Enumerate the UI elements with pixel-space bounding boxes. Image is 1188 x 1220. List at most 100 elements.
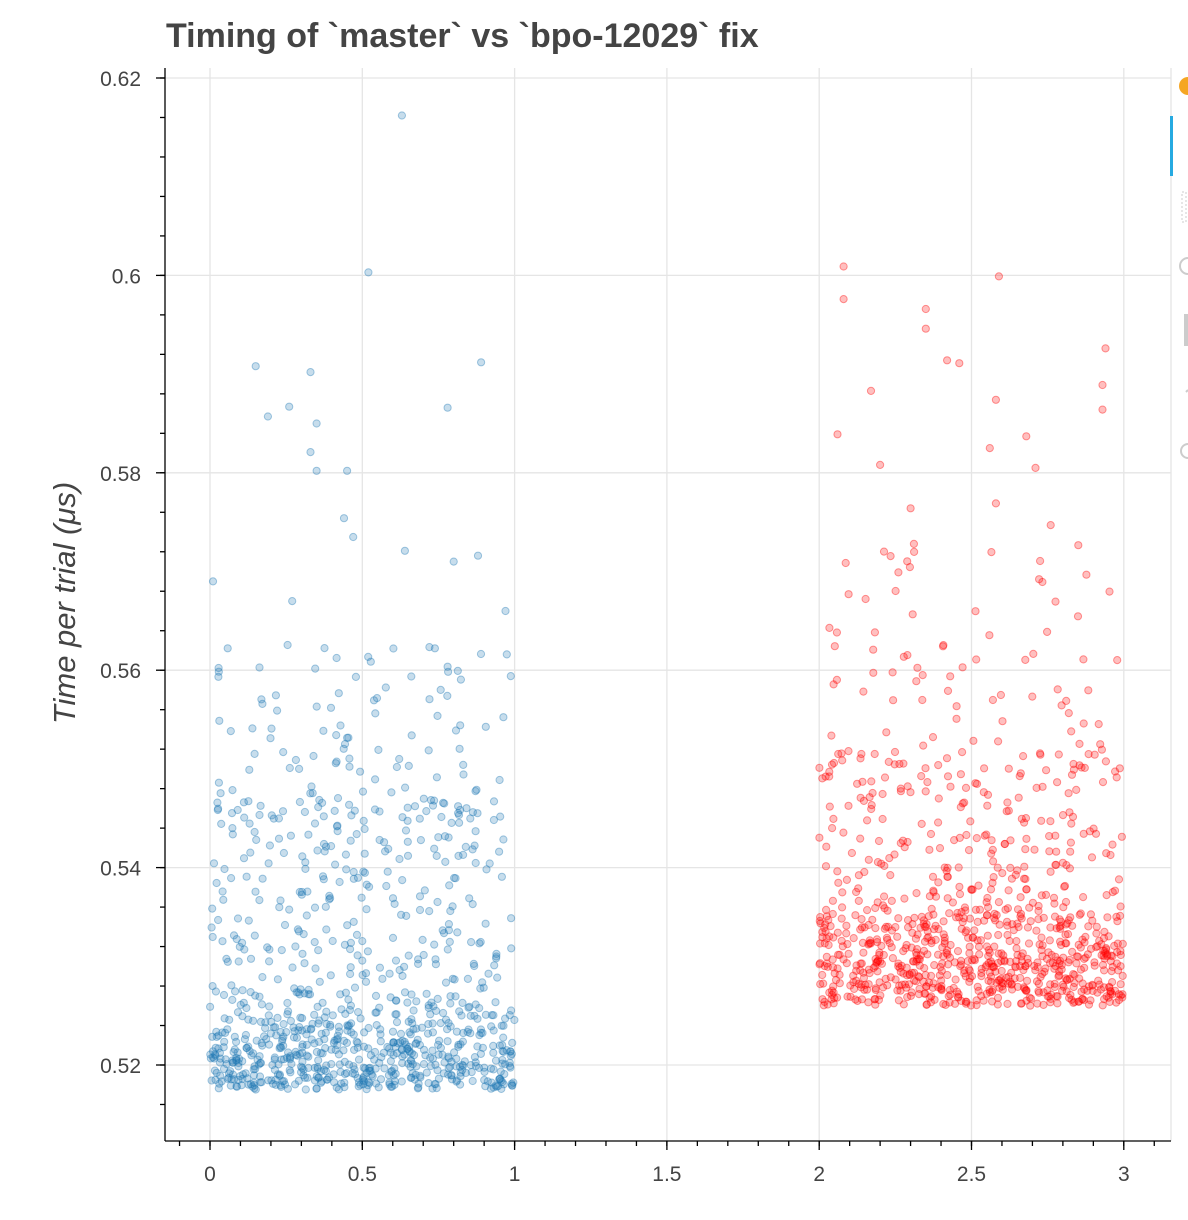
- data-point: [313, 846, 322, 855]
- data-point: [252, 835, 261, 845]
- data-point: [984, 976, 993, 985]
- data-point: [236, 1072, 245, 1081]
- data-point: [908, 610, 917, 619]
- data-point: [857, 749, 866, 759]
- data-point: [495, 1074, 505, 1083]
- data-point: [361, 969, 371, 978]
- data-point: [913, 663, 922, 672]
- data-point: [857, 959, 866, 968]
- data-point: [268, 1079, 278, 1088]
- data-point: [345, 1021, 354, 1030]
- data-point: [927, 936, 936, 945]
- data-point: [398, 1059, 407, 1068]
- data-point: [982, 830, 991, 839]
- data-point: [298, 852, 307, 861]
- data-point: [236, 1000, 245, 1010]
- data-point: [428, 1019, 437, 1028]
- help-icon[interactable]: [1180, 443, 1188, 459]
- pan-tool-active-indicator[interactable]: [1170, 116, 1173, 176]
- data-point: [483, 1077, 492, 1086]
- data-point: [1056, 956, 1065, 966]
- data-point: [854, 871, 864, 880]
- data-point: [294, 1076, 303, 1085]
- data-point: [1098, 380, 1107, 390]
- data-point: [345, 762, 354, 771]
- data-point: [976, 936, 986, 945]
- data-point: [476, 649, 486, 659]
- data-point: [852, 976, 861, 985]
- data-point: [957, 924, 966, 933]
- data-point: [414, 1083, 423, 1092]
- data-point: [208, 1047, 218, 1056]
- data-point: [342, 1038, 351, 1048]
- data-point: [343, 466, 352, 475]
- data-point: [1061, 930, 1070, 939]
- data-point: [434, 1074, 443, 1083]
- data-point: [335, 877, 344, 887]
- data-point: [507, 914, 516, 923]
- data-point: [877, 859, 886, 868]
- data-point: [251, 1065, 260, 1074]
- data-point: [465, 894, 474, 903]
- data-point: [313, 1002, 322, 1011]
- data-point: [333, 827, 342, 836]
- data-point: [929, 910, 938, 919]
- data-point: [267, 1017, 276, 1027]
- data-point: [1025, 903, 1034, 912]
- data-point: [891, 975, 900, 984]
- data-point: [821, 772, 830, 781]
- data-point: [499, 1021, 508, 1030]
- data-point: [453, 928, 462, 937]
- data-point: [226, 1067, 235, 1076]
- data-point: [425, 695, 434, 704]
- data-point: [961, 997, 970, 1006]
- data-point: [285, 763, 294, 773]
- data-point: [972, 655, 981, 664]
- data-point: [1106, 951, 1116, 960]
- plot-toolbar[interactable]: [1170, 77, 1188, 459]
- data-point: [985, 968, 995, 977]
- data-point: [899, 969, 908, 978]
- data-point: [1090, 958, 1099, 967]
- data-point: [936, 963, 945, 972]
- data-point: [825, 772, 834, 781]
- data-point: [1000, 956, 1009, 965]
- data-point: [931, 892, 941, 901]
- data-point: [822, 905, 831, 915]
- data-point: [341, 850, 350, 859]
- data-point: [235, 1054, 244, 1063]
- data-point: [883, 935, 892, 945]
- data-point: [894, 914, 903, 923]
- data-point: [934, 818, 943, 827]
- data-point: [1044, 948, 1053, 957]
- box-zoom-icon[interactable]: [1181, 191, 1187, 223]
- data-point: [1113, 939, 1122, 948]
- data-point: [270, 1055, 279, 1064]
- data-point: [1026, 917, 1035, 926]
- data-point: [441, 978, 451, 987]
- data-point: [1080, 954, 1089, 964]
- data-point: [1030, 961, 1039, 971]
- data-point: [408, 1019, 417, 1028]
- data-point: [849, 934, 858, 943]
- data-point: [1067, 727, 1076, 736]
- data-point: [907, 943, 916, 952]
- data-point: [882, 922, 891, 932]
- data-point: [894, 962, 903, 971]
- data-point: [1106, 987, 1115, 996]
- data-point: [507, 1049, 516, 1059]
- data-point: [1079, 996, 1088, 1005]
- data-point: [291, 755, 300, 765]
- data-point: [285, 1053, 294, 1062]
- data-point: [1083, 950, 1093, 959]
- wheel-zoom-icon[interactable]: [1179, 257, 1188, 275]
- data-point: [948, 898, 958, 907]
- data-point: [871, 984, 880, 993]
- save-icon[interactable]: [1184, 314, 1188, 346]
- data-point: [1118, 971, 1127, 981]
- data-point: [1050, 912, 1060, 921]
- data-point: [424, 1001, 433, 1010]
- data-point: [291, 1080, 300, 1089]
- data-point: [428, 1028, 437, 1037]
- data-point: [452, 1076, 462, 1085]
